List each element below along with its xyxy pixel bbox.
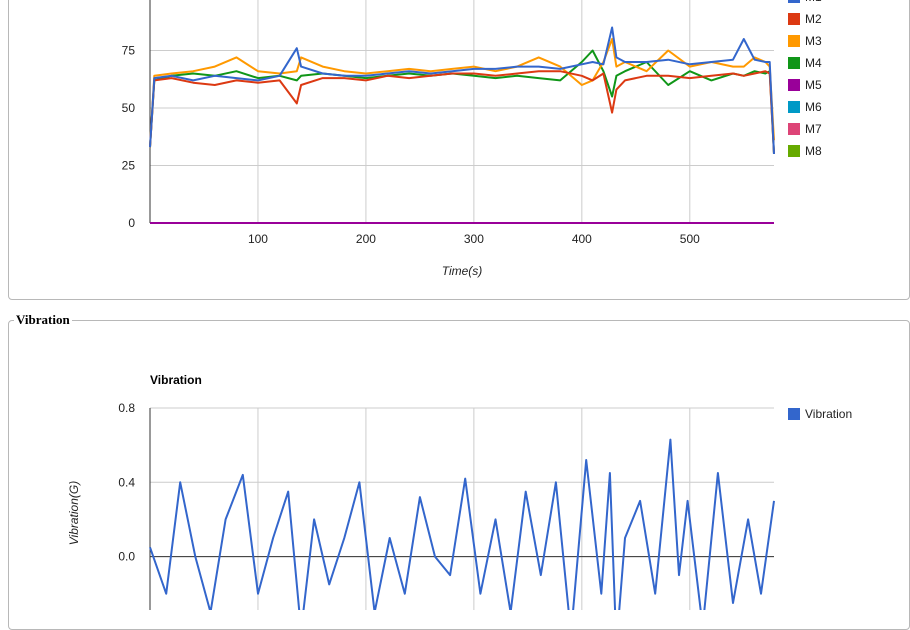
- series-line-m1: [149, 26, 775, 155]
- x-tick-label: 200: [356, 232, 376, 246]
- series-line-m2: [149, 70, 775, 155]
- legend-label-m5: M5: [805, 78, 822, 92]
- legend-label-vibration: Vibration: [805, 407, 852, 421]
- vibration-section-title: Vibration: [14, 312, 72, 328]
- legend-swatch-m2: [788, 13, 800, 25]
- y-axis-title: Vibration(G): [67, 481, 81, 545]
- y-tick-label: 25: [122, 159, 136, 173]
- legend-swatch-m4: [788, 57, 800, 69]
- legend-swatch-m7: [788, 123, 800, 135]
- legend-label-m4: M4: [805, 56, 822, 70]
- legend-label-m3: M3: [805, 34, 822, 48]
- y-tick-label: 0.8: [118, 401, 135, 415]
- x-tick-label: 100: [248, 232, 268, 246]
- legend-label-m7: M7: [805, 122, 822, 136]
- legend-swatch-vibration: [788, 408, 800, 420]
- y-tick-label: 50: [122, 101, 136, 115]
- x-tick-label: 300: [464, 232, 484, 246]
- y-tick-label: 0: [128, 216, 135, 230]
- charts-canvas: 0 25 50 75 100 200 300 400 500 Time(s) M1 M2 M3 M4 M5 M…: [67, 0, 852, 610]
- legend-label-m8: M8: [805, 144, 822, 158]
- legend-label-m2: M2: [805, 12, 822, 26]
- x-tick-label: 400: [572, 232, 592, 246]
- legend-swatch-m5: [788, 79, 800, 91]
- series-line-m4: [149, 49, 775, 155]
- x-tick-label: 500: [680, 232, 700, 246]
- legend-swatch-m8: [788, 145, 800, 157]
- chart-title: Vibration: [150, 373, 202, 387]
- y-tick-label: 75: [122, 44, 136, 58]
- legend-swatch-m3: [788, 35, 800, 47]
- legend-swatch-m1: [788, 0, 800, 3]
- x-axis-title: Time(s): [442, 264, 483, 278]
- y-tick-label: 0.0: [118, 550, 135, 564]
- legend-label-m6: M6: [805, 100, 822, 114]
- series-line-m3: [149, 38, 775, 148]
- legend-swatch-m6: [788, 101, 800, 113]
- series-line-vibration: [149, 438, 775, 610]
- legend-label-m1: M1: [805, 0, 822, 4]
- y-tick-label: 0.4: [118, 475, 135, 489]
